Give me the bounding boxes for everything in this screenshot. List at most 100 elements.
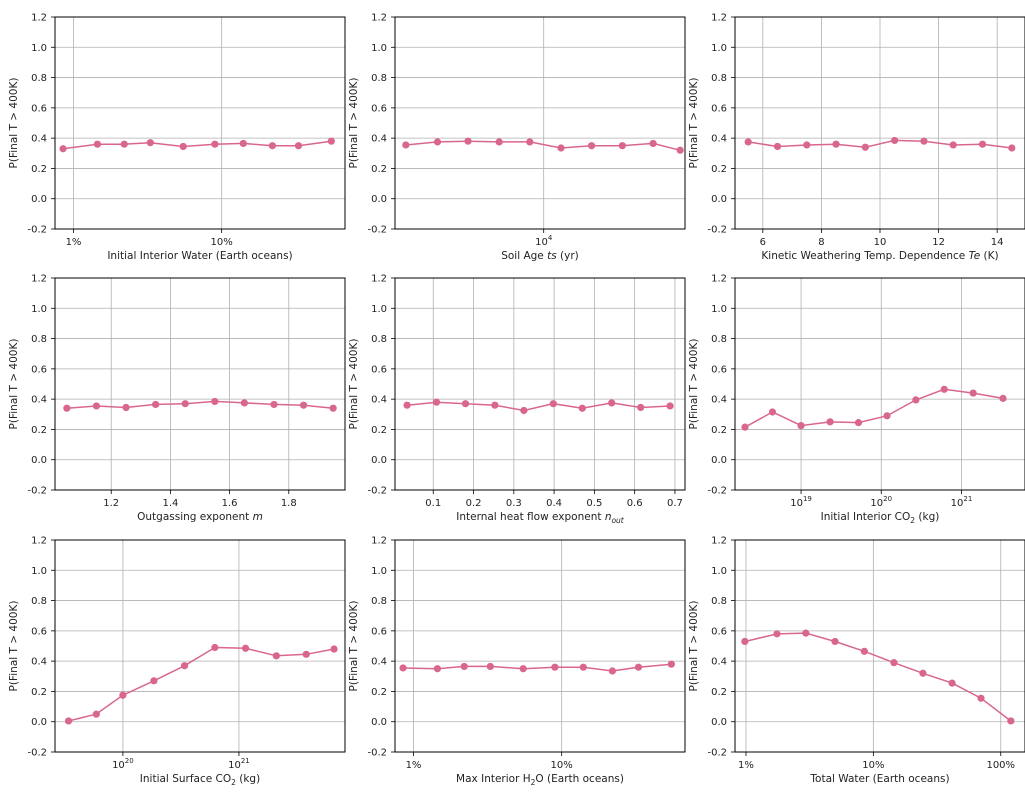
- subplot-7: -0.2 0.0 0.2 0.4 0.6 0.8 1.0 1.2 1020 1021 Initial…: [8, 536, 346, 787]
- x-axis-label: Initial Surface CO2 (kg): [140, 773, 260, 787]
- y-tick-label: 0.4: [371, 134, 387, 145]
- data-point: [768, 408, 777, 416]
- x-tick-label: 1021: [951, 495, 973, 509]
- data-point: [180, 662, 189, 670]
- y-tick-label: 0.2: [711, 687, 727, 698]
- y-tick-label: 0.6: [371, 103, 387, 114]
- data-point: [146, 139, 154, 147]
- y-tick-label: 1.0: [711, 304, 727, 315]
- data-point: [578, 404, 586, 412]
- data-point: [634, 663, 643, 671]
- data-point: [551, 663, 559, 671]
- y-tick-label: 1.0: [711, 43, 727, 54]
- data-point: [666, 402, 674, 410]
- x-tick-label: 0.7: [667, 498, 683, 509]
- y-tick-label: -0.2: [367, 225, 387, 236]
- x-tick-label: 8: [818, 237, 824, 248]
- data-point: [464, 137, 472, 145]
- data-point: [152, 400, 160, 409]
- y-tick-label: -0.2: [27, 748, 47, 759]
- y-tick-label: 0.6: [31, 364, 47, 375]
- y-tick-label: 0.0: [31, 194, 47, 205]
- x-axis-label: Initial Interior Water (Earth oceans): [107, 250, 292, 262]
- y-tick-label: 0.6: [31, 103, 47, 114]
- data-point: [1008, 144, 1016, 152]
- y-tick-label: 1.2: [711, 13, 727, 24]
- x-tick-label: 1019: [790, 495, 812, 509]
- data-point: [883, 412, 891, 420]
- y-tick-label: 0.2: [711, 164, 727, 175]
- data-point: [826, 418, 834, 426]
- data-point: [940, 385, 948, 393]
- plot-frame: [734, 539, 1025, 753]
- data-point: [949, 141, 957, 149]
- x-tick-label: 0.5: [586, 498, 602, 509]
- y-tick-label: 1.0: [371, 43, 387, 54]
- data-point: [618, 142, 626, 150]
- x-tick-label: 1021: [228, 757, 250, 771]
- x-axis-label: Kinetic Weathering Temp. Dependence Te (…: [761, 250, 998, 262]
- data-point: [579, 663, 587, 671]
- data-point: [59, 145, 67, 153]
- data-point: [831, 637, 839, 646]
- data-point: [239, 139, 247, 148]
- data-point: [557, 144, 565, 152]
- data-point: [978, 140, 987, 148]
- y-tick-label: 0.8: [371, 73, 387, 84]
- data-point: [741, 423, 749, 431]
- y-tick-label: 1.0: [31, 304, 47, 315]
- y-axis-label: P(Final T > 400K): [348, 339, 360, 430]
- x-tick-label: 1020: [112, 757, 134, 771]
- data-point: [64, 717, 73, 725]
- y-tick-label: 1.2: [31, 13, 47, 24]
- data-point: [744, 138, 752, 146]
- y-tick-label: 0.0: [711, 717, 727, 728]
- data-point: [268, 142, 276, 150]
- plot-frame: [394, 539, 686, 753]
- y-tick-label: 0.2: [711, 425, 727, 436]
- subplot-1: -0.2 0.0 0.2 0.4 0.6 0.8 1.0 1.2 1% 10% Initial In…: [8, 13, 346, 262]
- data-point: [912, 396, 920, 404]
- data-point: [999, 394, 1007, 402]
- y-tick-label: 0.0: [711, 194, 727, 205]
- plot-frame: [734, 277, 1025, 491]
- data-point: [402, 141, 410, 149]
- y-tick-label: 0.2: [31, 425, 47, 436]
- y-tick-label: 0.6: [371, 626, 387, 637]
- y-axis-label: P(Final T > 400K): [348, 78, 360, 169]
- data-point: [491, 401, 499, 409]
- y-tick-label: 1.0: [31, 43, 47, 54]
- x-axis-label: Total Water (Earth oceans): [809, 773, 949, 785]
- data-point: [241, 644, 250, 652]
- x-tick-label: 0.2: [466, 498, 482, 509]
- y-tick-label: 0.8: [31, 73, 47, 84]
- data-point: [649, 139, 657, 148]
- x-tick-label: 10: [874, 237, 887, 248]
- data-point: [890, 659, 898, 667]
- data-point: [1007, 717, 1015, 725]
- y-tick-label: -0.2: [367, 748, 387, 759]
- data-point: [495, 138, 503, 146]
- y-axis-label: P(Final T > 400K): [8, 601, 20, 692]
- data-point: [667, 660, 675, 668]
- x-tick-label: 6: [760, 237, 766, 248]
- data-point: [432, 398, 441, 406]
- x-tick-label: 12: [932, 237, 945, 248]
- y-tick-label: 0.8: [371, 334, 387, 345]
- x-tick-label: 1.6: [222, 498, 238, 509]
- x-tick-label: 1020: [870, 495, 892, 509]
- subplot-8: -0.2 0.0 0.2 0.4 0.6 0.8 1.0 1.2 1% 10% Max Interi…: [348, 536, 686, 787]
- data-point: [520, 406, 528, 415]
- data-point: [270, 400, 278, 409]
- data-point: [588, 142, 596, 150]
- data-point: [549, 400, 557, 408]
- y-tick-label: 1.0: [31, 566, 47, 577]
- data-point: [329, 404, 337, 412]
- data-point: [272, 652, 280, 660]
- y-tick-label: 0.2: [31, 164, 47, 175]
- subplot-5: -0.2 0.0 0.2 0.4 0.6 0.8 1.0 1.2 0.1 0.2 0.3 0.4 0.5…: [348, 274, 686, 525]
- y-tick-label: 1.2: [711, 274, 727, 285]
- y-tick-label: -0.2: [27, 225, 47, 236]
- data-point: [433, 665, 442, 673]
- subplot-6: -0.2 0.0 0.2 0.4 0.6 0.8 1.0 1.2 1019 1020 1021 Ini…: [688, 274, 1025, 525]
